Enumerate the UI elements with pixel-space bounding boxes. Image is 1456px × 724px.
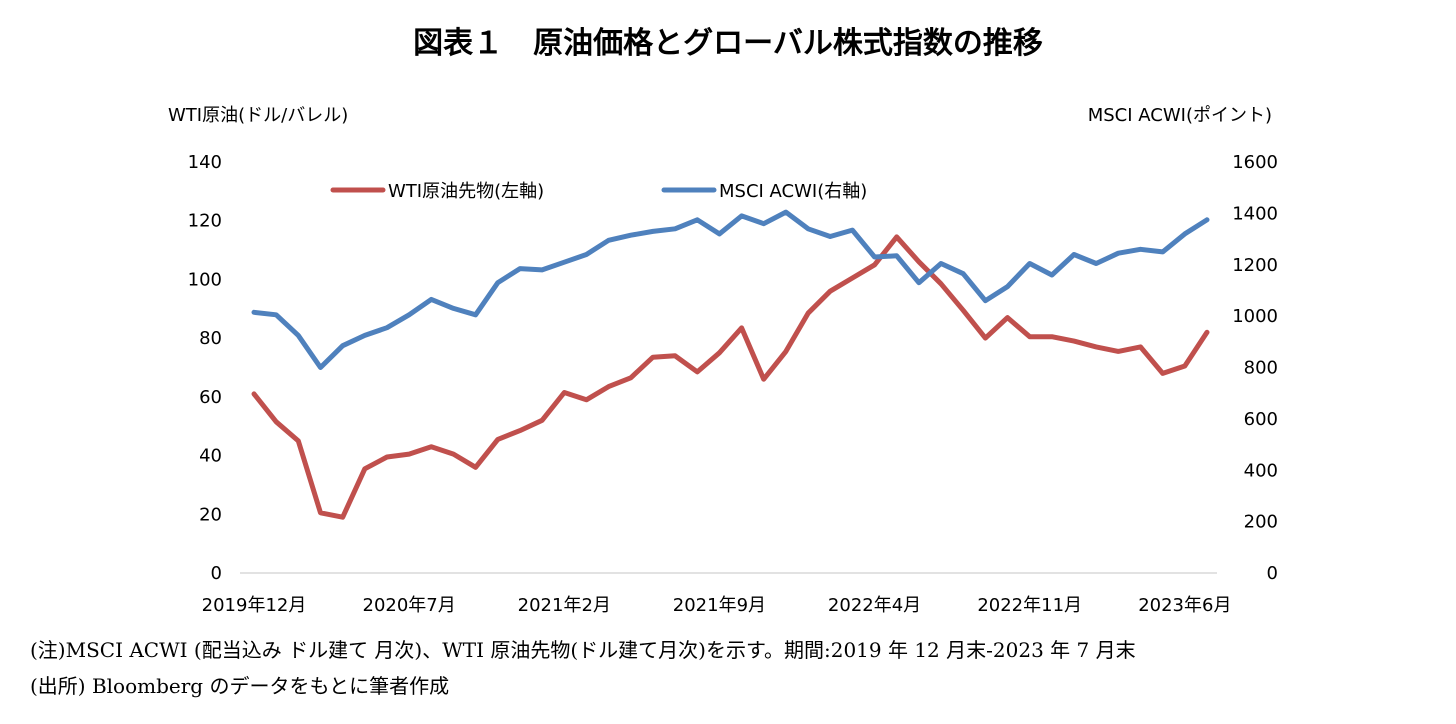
y-right-tick-label: 200 — [1244, 512, 1278, 533]
chart-axes: 0204060801001201400200400600800100012001… — [168, 105, 1278, 616]
y-left-tick-label: 80 — [199, 328, 222, 349]
y-left-tick-label: 40 — [199, 446, 222, 467]
y-right-tick-label: 1000 — [1232, 306, 1278, 327]
x-tick-label: 2022年4月 — [828, 595, 921, 616]
x-tick-label: 2023年6月 — [1138, 595, 1231, 616]
y-right-tick-label: 800 — [1244, 358, 1278, 379]
series-line-1 — [251, 209, 1210, 370]
y-left-axis-title: WTI原油(ドル/バレル) — [168, 105, 348, 126]
x-tick-label: 2020年7月 — [363, 595, 456, 616]
series-line-0 — [251, 234, 1210, 520]
y-right-tick-label: 1600 — [1232, 152, 1278, 173]
y-left-tick-label: 140 — [188, 152, 222, 173]
footnote-source: (出所) Bloomberg のデータをもとに筆者作成 — [30, 674, 450, 698]
y-left-tick-label: 60 — [199, 387, 222, 408]
x-tick-label: 2021年9月 — [673, 595, 766, 616]
y-left-tick-label: 100 — [188, 269, 222, 290]
legend-label-0: WTI原油先物(左軸) — [388, 181, 544, 202]
y-left-tick-label: 120 — [188, 211, 222, 232]
chart-title: 図表１ 原油価格とグローバル株式指数の推移 — [413, 26, 1043, 61]
x-tick-label: 2022年11月 — [977, 595, 1082, 616]
y-right-tick-label: 0 — [1267, 563, 1278, 584]
line-chart: 0204060801001201400200400600800100012001… — [168, 105, 1278, 616]
y-left-tick-label: 0 — [211, 563, 222, 584]
chart-lines — [251, 209, 1210, 520]
x-tick-label: 2019年12月 — [202, 595, 307, 616]
x-tick-label: 2021年2月 — [518, 595, 611, 616]
y-left-tick-label: 20 — [199, 504, 222, 525]
footnote-note: (注)MSCI ACWI (配当込み ドル建て 月次)、WTI 原油先物(ドル建… — [30, 638, 1136, 662]
chart-legend: WTI原油先物(左軸) MSCI ACWI(右軸) — [330, 181, 867, 202]
legend-label-1: MSCI ACWI(右軸) — [719, 181, 867, 202]
y-right-tick-label: 1200 — [1232, 255, 1278, 276]
y-right-tick-label: 600 — [1244, 409, 1278, 430]
y-right-axis-title: MSCI ACWI(ポイント) — [1088, 105, 1272, 126]
y-right-tick-label: 400 — [1244, 460, 1278, 481]
y-right-tick-label: 1400 — [1232, 203, 1278, 224]
